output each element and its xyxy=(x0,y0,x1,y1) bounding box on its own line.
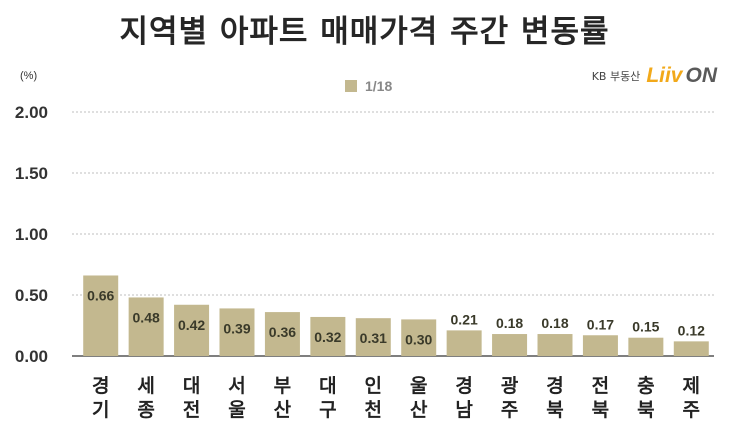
bar xyxy=(219,308,255,356)
bar xyxy=(446,330,482,356)
bar xyxy=(310,316,346,356)
bar xyxy=(355,318,391,356)
data-label: 0.42 xyxy=(178,317,205,333)
bar xyxy=(174,304,210,356)
bar xyxy=(128,297,164,356)
data-label: 0.48 xyxy=(133,309,160,325)
data-label: 0.36 xyxy=(269,324,296,340)
chart-title: 지역별 아파트 매매가격 주간 변동률 xyxy=(119,14,610,50)
data-label: 0.17 xyxy=(587,316,614,332)
y-tick-label: 0.50 xyxy=(15,286,48,305)
y-tick-label: 0.00 xyxy=(15,347,48,366)
data-label: 0.18 xyxy=(496,315,523,331)
data-label: 0.21 xyxy=(451,311,478,327)
legend-swatch xyxy=(345,80,357,92)
data-label: 0.39 xyxy=(223,320,250,336)
y-axis-unit: (%) xyxy=(20,70,38,82)
legend-label: 1/18 xyxy=(365,78,393,94)
data-label: 0.31 xyxy=(360,330,387,346)
data-label: 0.32 xyxy=(314,329,341,345)
legend: 1/18 xyxy=(345,78,392,94)
data-label: 0.12 xyxy=(678,322,705,338)
bar xyxy=(492,334,528,356)
brand-liiv-text: Liiv xyxy=(646,64,683,87)
bar xyxy=(673,341,709,356)
data-label: 0.30 xyxy=(405,331,432,347)
brand-logo: KB 부동산 Liiv ON xyxy=(592,64,717,88)
y-tick-label: 2.00 xyxy=(15,103,48,122)
bar xyxy=(537,334,573,356)
brand-kb-text: KB 부동산 xyxy=(591,70,641,83)
bar xyxy=(83,275,119,356)
bar xyxy=(628,337,664,356)
y-tick-label: 1.50 xyxy=(15,164,48,183)
bar xyxy=(582,335,618,356)
data-label: 0.18 xyxy=(541,315,568,331)
bar xyxy=(264,312,300,356)
y-tick-label: 1.00 xyxy=(15,225,48,244)
bar xyxy=(401,319,437,356)
data-label: 0.66 xyxy=(87,287,114,303)
data-label: 0.15 xyxy=(632,319,659,335)
brand-on-text: ON xyxy=(685,64,718,87)
